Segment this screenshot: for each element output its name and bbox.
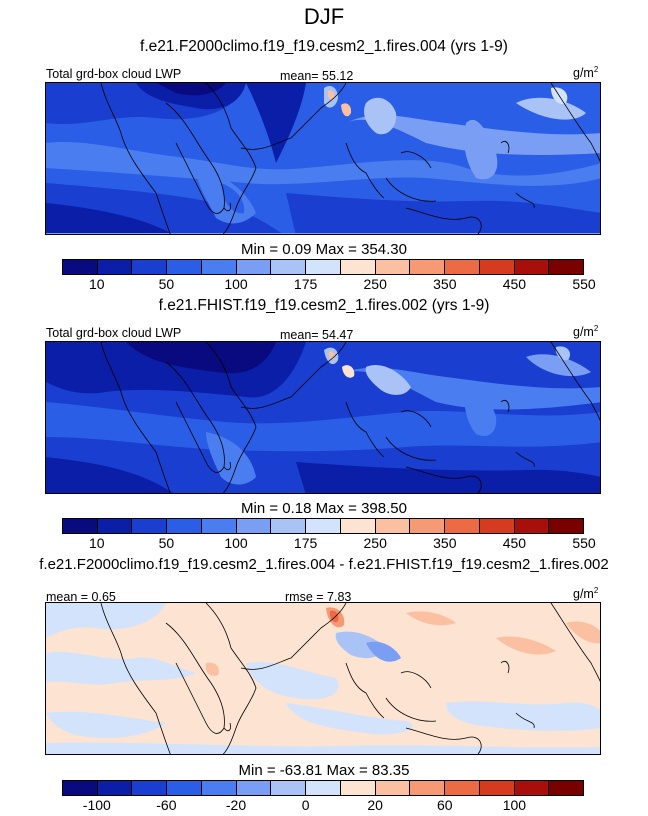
panel-1-map	[45, 82, 601, 235]
colorbar-box	[445, 260, 480, 274]
panel-2-variable-label: Total grd-box cloud LWP	[46, 326, 182, 340]
colorbar-tick-label: 250	[363, 535, 387, 551]
colorbar-box	[445, 519, 480, 533]
colorbar-tick-label: 350	[433, 535, 457, 551]
panel-2-map	[45, 341, 601, 494]
colorbar-tick-label: 450	[502, 276, 527, 292]
panel-2-minmax: Min = 0.18 Max = 398.50	[241, 500, 407, 517]
colorbar-box	[514, 260, 550, 274]
colorbar-box	[549, 519, 584, 533]
colorbar-tick-label: 60	[437, 797, 453, 813]
colorbar-box	[271, 260, 307, 274]
colorbar-box	[410, 519, 446, 533]
panel-3-colorbar-ticks: -100 -60 -20 0 20 60 100	[62, 797, 584, 815]
colorbar-tick-label: 50	[158, 276, 175, 292]
colorbar-box	[167, 781, 202, 795]
panel-3-minmax: Min = -63.81 Max = 83.35	[238, 762, 410, 779]
colorbar-box	[549, 781, 584, 795]
colorbar-box	[167, 260, 202, 274]
colorbar-tick-label: 550	[572, 276, 596, 292]
panel-1-units: g/m2	[573, 65, 599, 81]
colorbar-box	[375, 519, 411, 533]
panel-1-minmax: Min = 0.09 Max = 354.30	[241, 241, 407, 258]
colorbar-tick-label: 175	[293, 276, 318, 292]
colorbar-tick-label: 10	[89, 535, 105, 551]
colorbar-box	[201, 519, 237, 533]
colorbar-box	[514, 781, 550, 795]
colorbar-box	[340, 519, 376, 533]
colorbar-box	[236, 519, 272, 533]
panel-2-colorbar	[62, 518, 584, 534]
colorbar-box	[375, 260, 411, 274]
panel-1-title: f.e21.F2000climo.f19_f19.cesm2_1.fires.0…	[140, 38, 508, 55]
colorbar-box	[271, 781, 307, 795]
colorbar-box	[479, 260, 515, 274]
colorbar-tick-label: -60	[156, 797, 177, 813]
colorbar-box	[410, 781, 446, 795]
colorbar-box	[479, 519, 515, 533]
colorbar-tick-label: 450	[502, 535, 527, 551]
colorbar-box	[306, 519, 341, 533]
colorbar-box	[132, 260, 168, 274]
colorbar-box	[514, 519, 550, 533]
panel-2-units: g/m2	[573, 324, 599, 340]
colorbar-box	[63, 260, 98, 274]
panel-3-map	[45, 602, 601, 755]
colorbar-tick-label: 250	[363, 276, 387, 292]
colorbar-box	[410, 260, 446, 274]
colorbar-box	[63, 519, 98, 533]
colorbar-box	[306, 260, 341, 274]
colorbar-box	[97, 260, 133, 274]
panel-3-rmse-label: rmse = 7.83	[285, 590, 352, 604]
colorbar-box	[132, 519, 168, 533]
colorbar-box	[201, 260, 237, 274]
colorbar-tick-label: 20	[367, 797, 383, 813]
colorbar-tick-label: -20	[225, 797, 247, 813]
colorbar-box	[97, 519, 133, 533]
panel-1-colorbar	[62, 259, 584, 275]
colorbar-tick-label: 100	[224, 276, 248, 292]
colorbar-box	[375, 781, 411, 795]
colorbar-box	[236, 781, 272, 795]
colorbar-tick-label: 100	[502, 797, 527, 813]
colorbar-tick-label: 0	[301, 797, 310, 813]
colorbar-box	[201, 781, 237, 795]
colorbar-box	[306, 781, 341, 795]
panel-3-title: f.e21.F2000climo.f19_f19.cesm2_1.fires.0…	[39, 556, 609, 573]
colorbar-box	[236, 260, 272, 274]
colorbar-box	[271, 519, 307, 533]
panel-3-mean-label: mean = 0.65	[46, 590, 116, 604]
colorbar-tick-label: 175	[293, 535, 318, 551]
colorbar-tick-label: -100	[82, 797, 111, 813]
colorbar-box	[97, 781, 133, 795]
colorbar-box	[340, 260, 376, 274]
colorbar-tick-label: 10	[89, 276, 105, 292]
colorbar-box	[479, 781, 515, 795]
colorbar-tick-label: 550	[572, 535, 596, 551]
figure-title: DJF	[303, 4, 345, 29]
colorbar-tick-label: 50	[158, 535, 175, 551]
panel-1-variable-label: Total grd-box cloud LWP	[46, 67, 182, 81]
colorbar-box	[549, 260, 584, 274]
colorbar-box	[445, 781, 480, 795]
colorbar-tick-label: 350	[433, 276, 457, 292]
panel-2-mean-label: mean= 54.47	[280, 328, 354, 342]
colorbar-box	[63, 781, 98, 795]
colorbar-box	[340, 781, 376, 795]
colorbar-tick-label: 100	[224, 535, 248, 551]
panel-1-colorbar-ticks: 10 50 100 175 250 350 450 550	[62, 276, 596, 294]
panel-2-title: f.e21.FHIST.f19_f19.cesm2_1.fires.002 (y…	[158, 297, 490, 314]
panel-2-colorbar-ticks: 10 50 100 175 250 350 450 550	[62, 535, 596, 553]
panel-1-mean-label: mean= 55.12	[280, 69, 354, 83]
colorbar-box	[167, 519, 202, 533]
panel-3-colorbar	[62, 780, 584, 796]
panel-3-units: g/m2	[573, 586, 599, 602]
colorbar-box	[132, 781, 168, 795]
